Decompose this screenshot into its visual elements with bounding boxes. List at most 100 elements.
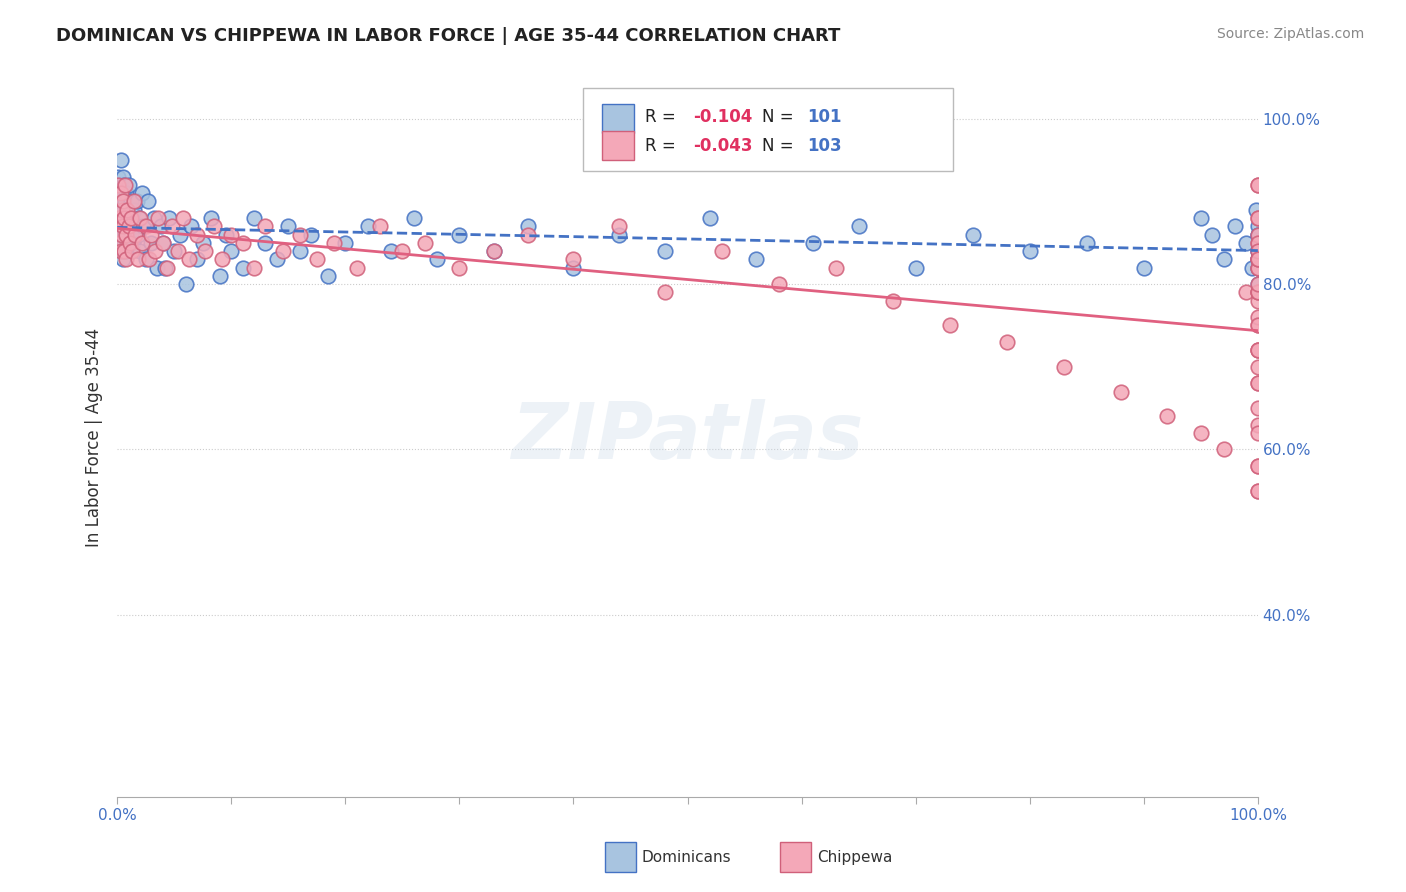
Point [180,219,202,234]
Point [120,211,142,225]
Point [745,252,768,267]
Point [1247,252,1270,267]
Text: 103: 103 [807,136,842,155]
Point [1247,178,1270,192]
Text: DOMINICAN VS CHIPPEWA IN LABOR FORCE | AGE 35-44 CORRELATION CHART: DOMINICAN VS CHIPPEWA IN LABOR FORCE | A… [56,27,841,45]
Point [1247,343,1270,358]
Point [186,227,208,242]
Point [1247,235,1270,250]
Point [135,252,157,267]
Point [346,260,368,275]
Point [107,169,129,184]
Point [186,252,208,267]
Point [1076,235,1098,250]
Point [1247,417,1270,432]
Text: N =: N = [762,108,799,126]
Point [232,260,254,275]
FancyBboxPatch shape [582,88,953,171]
Point [654,244,676,258]
Point [141,235,163,250]
Point [112,211,135,225]
Point [135,219,157,234]
Point [699,211,721,225]
Point [111,227,134,242]
Point [1201,227,1223,242]
Point [1247,252,1270,267]
Point [1247,343,1270,358]
Point [156,260,179,275]
Point [1247,376,1270,391]
Point [122,235,145,250]
Point [1247,318,1270,333]
Bar [602,104,634,133]
Point [131,235,153,250]
Point [1247,359,1270,374]
Point [1247,244,1270,258]
Point [111,194,134,209]
Point [142,211,165,225]
Point [562,260,585,275]
Point [125,194,148,209]
Point [1247,211,1270,225]
Point [1247,458,1270,473]
Point [1247,260,1270,275]
Point [335,235,357,250]
Point [124,202,146,217]
Point [1247,227,1270,242]
Point [962,227,984,242]
Point [654,285,676,300]
Point [848,219,870,234]
Point [1247,244,1270,258]
Point [243,260,266,275]
Point [129,211,152,225]
Text: -0.104: -0.104 [693,108,752,126]
Point [111,227,134,242]
Point [136,194,159,209]
Point [111,202,134,217]
Point [1247,285,1270,300]
Point [1247,252,1270,267]
Point [1189,211,1212,225]
Point [939,318,962,333]
Point [160,219,183,234]
Point [413,235,436,250]
Text: R =: R = [645,136,682,155]
Point [1247,310,1270,325]
Point [117,202,139,217]
Point [801,235,824,250]
Point [254,219,277,234]
Point [1247,483,1270,498]
Point [316,268,339,283]
Point [120,227,142,242]
Point [1247,285,1270,300]
Point [402,211,425,225]
Point [232,235,254,250]
Point [288,227,311,242]
Point [1247,343,1270,358]
Point [163,244,186,258]
Point [1247,401,1270,416]
Text: R =: R = [645,108,682,126]
Point [1247,235,1270,250]
Point [146,260,169,275]
Point [368,219,391,234]
Point [1247,376,1270,391]
Point [111,244,134,258]
Point [121,244,143,258]
Point [254,235,277,250]
Point [111,169,134,184]
Point [118,235,141,250]
Point [127,252,149,267]
Point [1247,260,1270,275]
Point [482,244,505,258]
Point [1189,425,1212,440]
Point [288,244,311,258]
Point [266,252,288,267]
Point [117,219,139,234]
Point [152,235,174,250]
Point [111,219,134,234]
Point [118,219,141,234]
Point [1247,227,1270,242]
Point [1247,483,1270,498]
Point [194,244,217,258]
